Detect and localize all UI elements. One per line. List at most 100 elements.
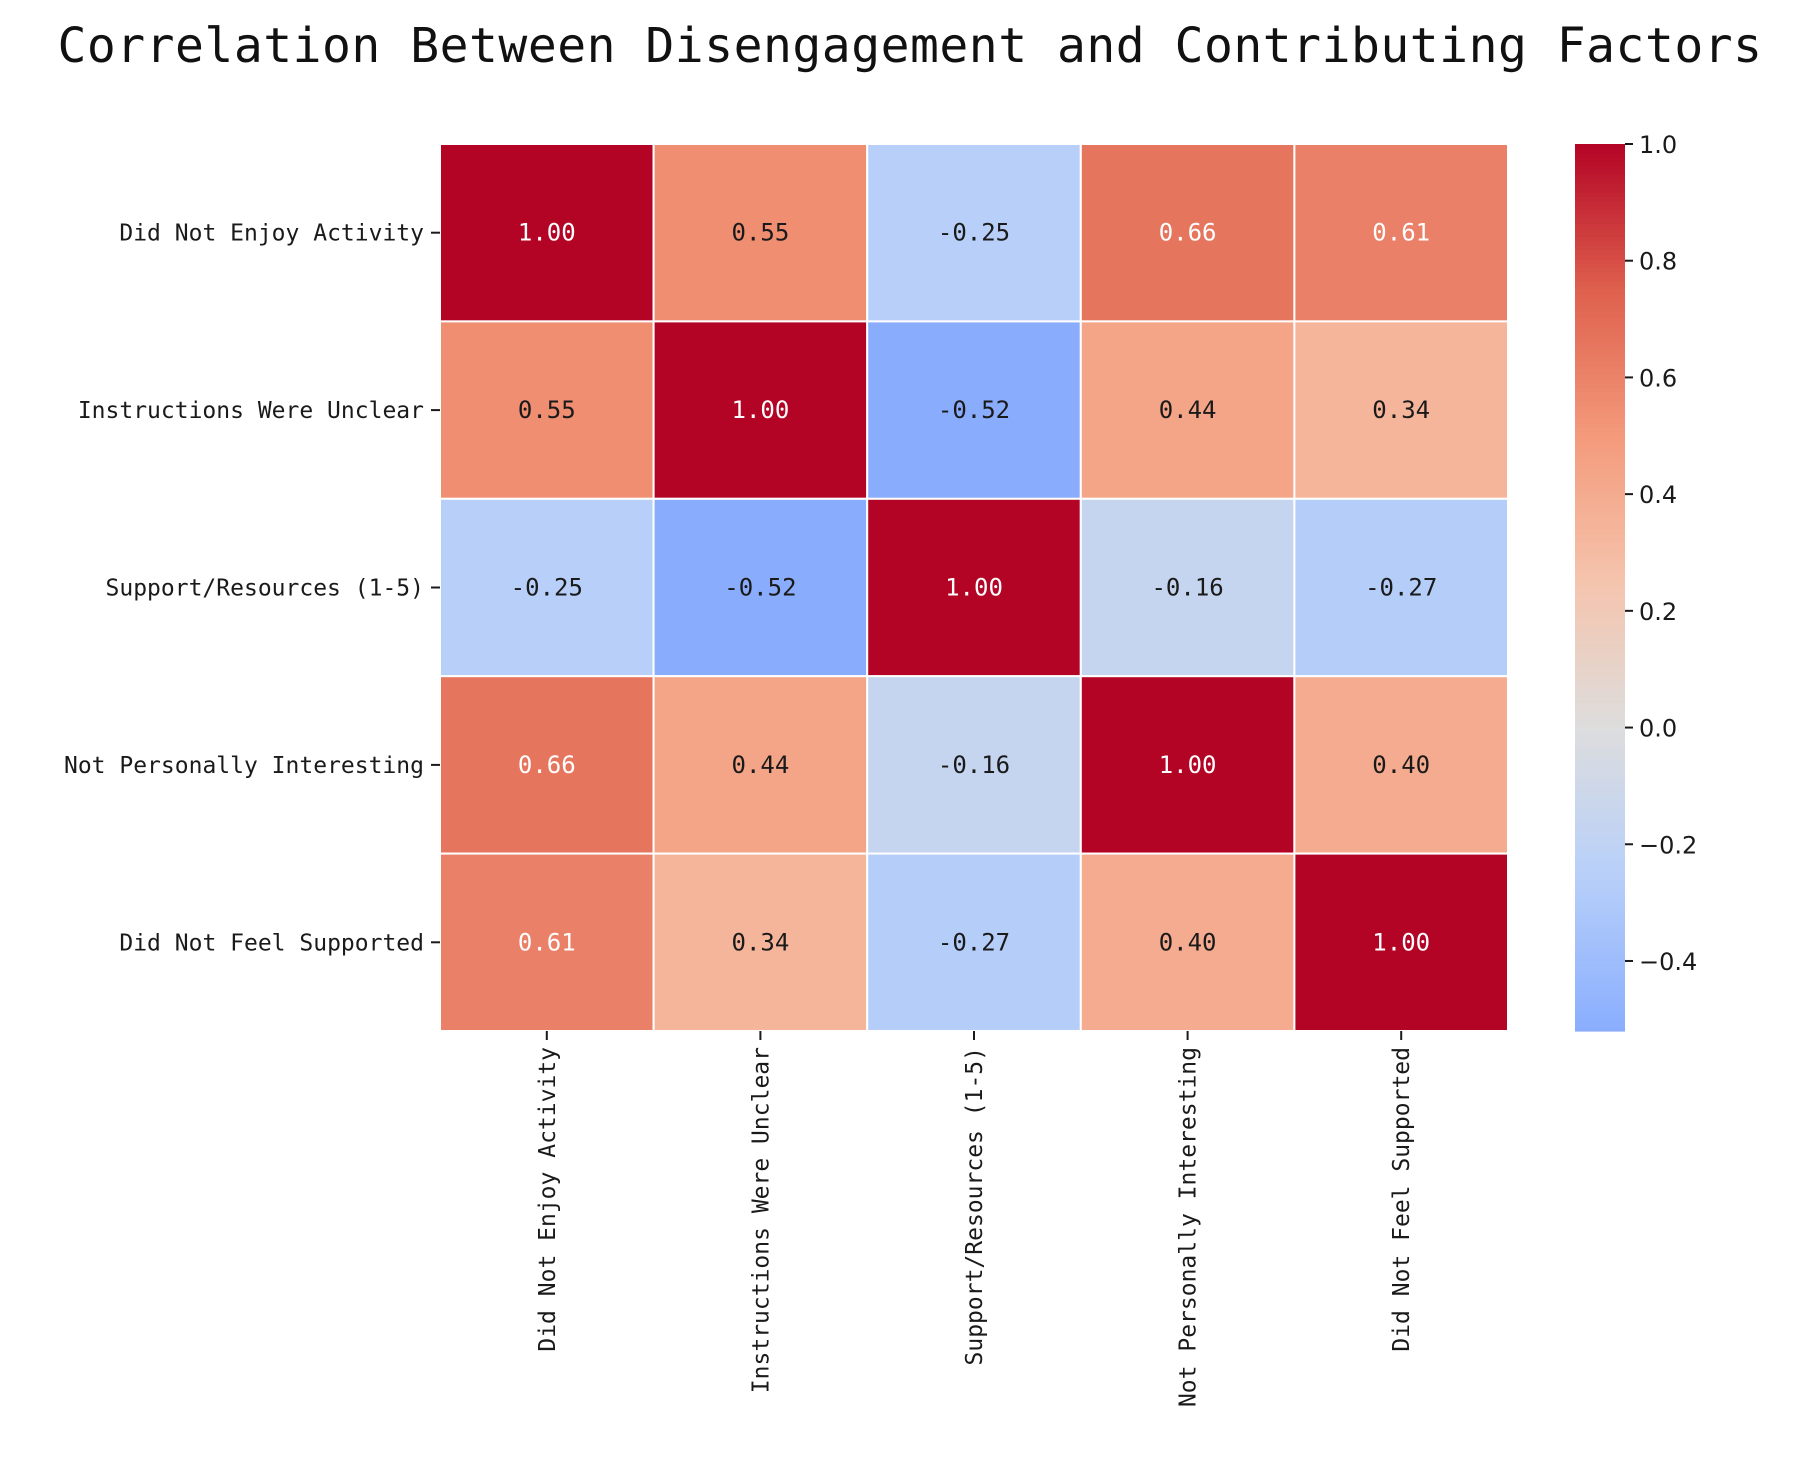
colorbar-segment — [1575, 849, 1625, 855]
colorbar-tick-label: −0.4 — [1639, 948, 1697, 976]
x-axis-ticks: Did Not Enjoy Activity Instructions Were … — [535, 1031, 1415, 1407]
colorbar-segment — [1575, 982, 1625, 988]
colorbar-segment — [1575, 463, 1625, 469]
cell-rect — [652, 320, 869, 500]
colorbar-segment — [1575, 591, 1625, 597]
colorbar-segment — [1575, 729, 1625, 735]
colorbar-segment — [1575, 822, 1625, 828]
colorbar-segment — [1575, 330, 1625, 336]
colorbar-segment — [1575, 458, 1625, 464]
colorbar-segment — [1575, 791, 1625, 797]
colorbar-segment — [1575, 649, 1625, 655]
colorbar-segment — [1575, 277, 1625, 283]
colorbar-segment — [1575, 685, 1625, 691]
heatmap-cell: 0.61 — [1293, 143, 1510, 323]
heatmap-cell: -0.16 — [1079, 497, 1296, 678]
cell-rect — [652, 675, 869, 855]
cell-value-label: 0.66 — [1159, 219, 1217, 247]
colorbar-segment — [1575, 631, 1625, 637]
colorbar-segment — [1575, 804, 1625, 810]
colorbar-segment — [1575, 583, 1625, 589]
colorbar-segment — [1575, 880, 1625, 886]
cell-value-label: 0.34 — [1372, 396, 1430, 424]
colorbar-segment — [1575, 946, 1625, 952]
colorbar-segment — [1575, 481, 1625, 487]
colorbar-segment — [1575, 405, 1625, 411]
colorbar-segment — [1575, 556, 1625, 562]
colorbar-segment — [1575, 738, 1625, 744]
colorbar-segment — [1575, 281, 1625, 287]
colorbar-segment — [1575, 392, 1625, 398]
colorbar-segment — [1575, 844, 1625, 850]
colorbar-segment — [1575, 862, 1625, 868]
colorbar-segment — [1575, 831, 1625, 837]
colorbar-segment — [1575, 915, 1625, 921]
colorbar-segment — [1575, 379, 1625, 385]
cell-value-label: -0.27 — [1365, 574, 1437, 602]
colorbar-segment — [1575, 640, 1625, 646]
colorbar-segment — [1575, 751, 1625, 757]
x-tick-label: Support/Resources (1-5) — [962, 1047, 988, 1366]
colorbar-segment — [1575, 676, 1625, 682]
heatmap-cell: 0.34 — [1293, 320, 1510, 500]
colorbar-segment — [1575, 436, 1625, 442]
colorbar-segment — [1575, 214, 1625, 220]
colorbar-segment — [1575, 968, 1625, 974]
colorbar-segment — [1575, 175, 1625, 181]
colorbar-segment — [1575, 401, 1625, 407]
cell-value-label: 0.34 — [732, 928, 790, 956]
colorbar-segment — [1575, 166, 1625, 172]
heatmap-cell: 0.55 — [652, 143, 869, 323]
colorbar-segment — [1575, 733, 1625, 739]
colorbar-segment — [1575, 423, 1625, 429]
colorbar-segment — [1575, 955, 1625, 961]
colorbar-segment — [1575, 773, 1625, 779]
colorbar-segment — [1575, 263, 1625, 269]
heatmap-cell: -0.16 — [866, 675, 1082, 855]
colorbar-segment — [1575, 210, 1625, 216]
heatmap-cell: 0.40 — [1293, 675, 1510, 855]
colorbar-segment — [1575, 498, 1625, 504]
cell-value-label: 0.44 — [732, 751, 790, 779]
colorbar-segment — [1575, 552, 1625, 558]
colorbar-segment — [1575, 299, 1625, 305]
cell-rect — [866, 143, 1082, 323]
heatmap-cell: -0.52 — [866, 320, 1082, 500]
colorbar-segment — [1575, 365, 1625, 371]
colorbar-segment — [1575, 689, 1625, 695]
colorbar-segment — [1575, 937, 1625, 943]
colorbar-segment — [1575, 206, 1625, 212]
colorbar-tick-label: −0.2 — [1639, 831, 1697, 859]
colorbar-segment — [1575, 285, 1625, 291]
heatmap-cell: 1.00 — [1079, 675, 1296, 855]
colorbar-segment — [1575, 605, 1625, 611]
cell-value-label: 1.00 — [1159, 751, 1217, 779]
colorbar-segment — [1575, 427, 1625, 433]
colorbar-segment — [1575, 250, 1625, 256]
chart-title: Correlation Between Disengagement and Co… — [57, 18, 1763, 74]
colorbar-segment — [1575, 645, 1625, 651]
heatmap-cell: 0.66 — [1079, 143, 1296, 323]
colorbar-segment — [1575, 574, 1625, 580]
colorbar-segment — [1575, 334, 1625, 340]
colorbar-segment — [1575, 897, 1625, 903]
colorbar-segment — [1575, 441, 1625, 447]
cell-rect — [439, 675, 655, 855]
colorbar-segment — [1575, 432, 1625, 438]
colorbar-segment — [1575, 565, 1625, 571]
y-tick-label: Did Not Enjoy Activity — [119, 221, 424, 247]
colorbar-segment — [1575, 268, 1625, 274]
colorbar-segment — [1575, 494, 1625, 500]
colorbar-segment — [1575, 312, 1625, 318]
colorbar: 1.0 0.8 0.6 0.4 0.2 0.0 −0.2 −0.4 — [1575, 131, 1697, 1032]
cell-rect — [652, 497, 869, 678]
colorbar-segment — [1575, 636, 1625, 642]
colorbar-segment — [1575, 782, 1625, 788]
colorbar-segment — [1575, 911, 1625, 917]
colorbar-segment — [1575, 534, 1625, 540]
colorbar-segment — [1575, 308, 1625, 314]
heatmap-cell: 1.00 — [1293, 852, 1510, 1032]
x-tick-label: Instructions Were Unclear — [748, 1047, 774, 1393]
colorbar-segment — [1575, 1022, 1625, 1028]
